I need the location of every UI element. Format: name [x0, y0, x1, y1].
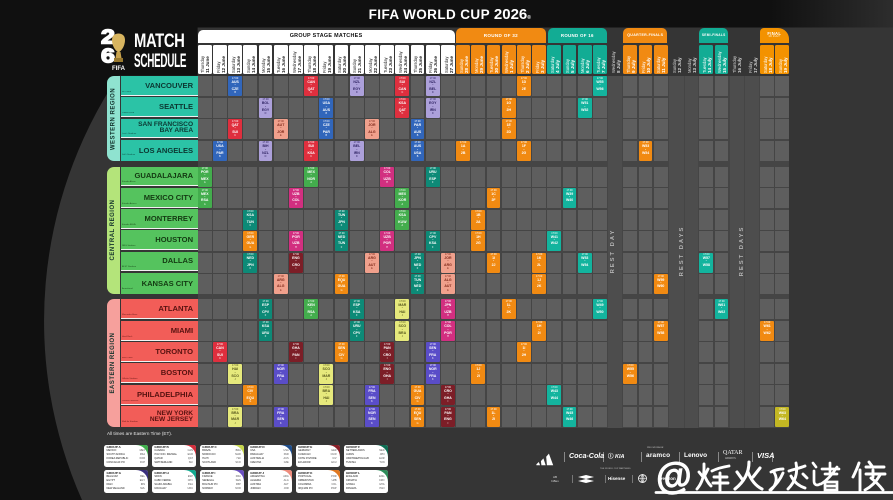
- svg-text:FIFA: FIFA: [112, 66, 126, 72]
- svg-text:@: @: [654, 454, 694, 498]
